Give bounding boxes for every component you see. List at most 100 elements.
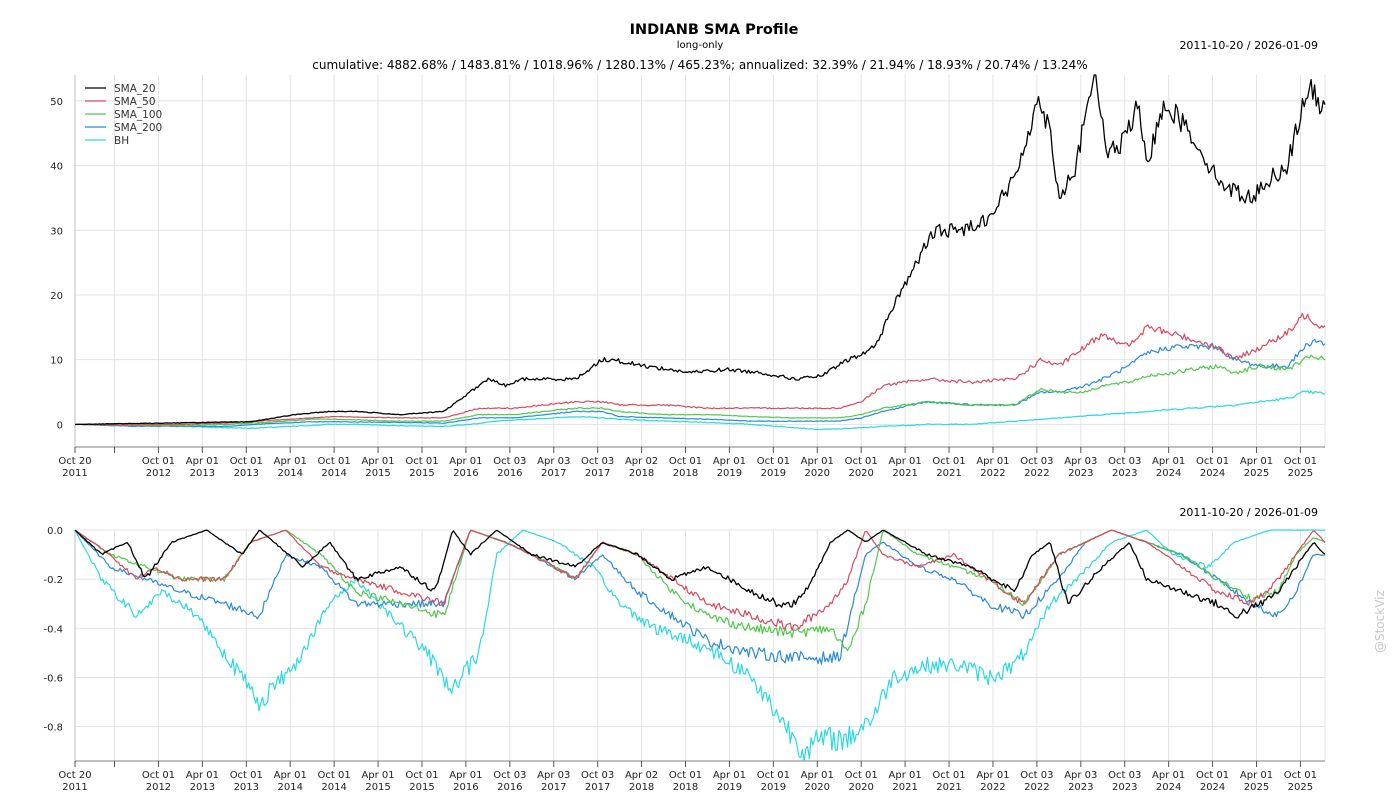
cumulative-ytick-label: 30 <box>50 226 63 237</box>
watermark: @StockViz <box>1373 590 1387 653</box>
drawdown-xtick-label: Apr 01 <box>274 770 307 781</box>
cumulative-xtick-year: 2012 <box>146 468 171 479</box>
cumulative-xtick-label: Oct 01 <box>845 456 878 467</box>
cumulative-xtick-label: Apr 01 <box>1240 456 1273 467</box>
cumulative-xtick-year: 2023 <box>1068 468 1093 479</box>
drawdown-xtick-year: 2016 <box>497 782 522 793</box>
drawdown-xtick-label: Oct 01 <box>669 770 702 781</box>
drawdown-xtick-year: 2024 <box>1156 782 1181 793</box>
drawdown-xtick-label: Oct 01 <box>230 770 263 781</box>
cumulative-xtick-year: 2014 <box>321 468 346 479</box>
drawdown-xtick-label: Apr 01 <box>361 770 394 781</box>
cumulative-xtick-year: 2016 <box>453 468 478 479</box>
drawdown-xtick-label: Oct 03 <box>1020 770 1053 781</box>
drawdown-xtick-year: 2021 <box>936 782 961 793</box>
drawdown-xtick-year: 2015 <box>409 782 434 793</box>
drawdown-xtick-year: 2024 <box>1200 782 1225 793</box>
cumulative-xtick-label: Oct 01 <box>1284 456 1317 467</box>
drawdown-xtick-year: 2019 <box>761 782 786 793</box>
cumulative-xtick-label: Oct 01 <box>318 456 351 467</box>
cumulative-xtick-year: 2024 <box>1200 468 1225 479</box>
drawdown-xtick-label: Oct 01 <box>142 770 175 781</box>
drawdown-xtick-year: 2023 <box>1068 782 1093 793</box>
cumulative-ytick-label: 40 <box>50 162 63 173</box>
cumulative-xtick-year: 2018 <box>673 468 698 479</box>
cumulative-xtick-label: Oct 01 <box>932 456 965 467</box>
cumulative-xtick-label: Apr 02 <box>625 456 658 467</box>
drawdown-xtick-label: Oct 01 <box>1284 770 1317 781</box>
drawdown-xtick-year: 2022 <box>1024 782 1049 793</box>
cumulative-xtick-year: 2013 <box>234 468 259 479</box>
cumulative-ytick-label: 0 <box>57 420 63 431</box>
drawdown-xtick-label: Oct 01 <box>845 770 878 781</box>
cumulative-xtick-label: Apr 03 <box>1064 456 1097 467</box>
cumulative-xtick-year: 2020 <box>805 468 830 479</box>
drawdown-series-bh <box>74 529 1326 762</box>
cumulative-series-sma-100 <box>74 354 1326 427</box>
cumulative-xtick-year: 2019 <box>761 468 786 479</box>
chart-title: INDIANB SMA Profile <box>630 22 799 38</box>
drawdown-xtick-year: 2011 <box>62 782 87 793</box>
cumulative-xtick-label: Oct 01 <box>405 456 438 467</box>
cumulative-xtick-label: Apr 01 <box>976 456 1009 467</box>
cumulative-xtick-year: 2019 <box>717 468 742 479</box>
drawdown-series-sma-50 <box>74 529 1326 632</box>
cumulative-xtick-year: 2014 <box>277 468 302 479</box>
cumulative-xtick-label: Oct 01 <box>230 456 263 467</box>
drawdown-xtick-label: Oct 01 <box>405 770 438 781</box>
cumulative-xtick-label: Apr 01 <box>186 456 219 467</box>
drawdown-xtick-year: 2013 <box>190 782 215 793</box>
cumulative-xtick-year: 2017 <box>541 468 566 479</box>
cumulative-ytick-label: 10 <box>50 356 63 367</box>
drawdown-xtick-label: Apr 03 <box>1064 770 1097 781</box>
cumulative-xtick-year: 2022 <box>980 468 1005 479</box>
cumulative-xtick-label: Oct 03 <box>581 456 614 467</box>
drawdown-xtick-year: 2016 <box>453 782 478 793</box>
drawdown-xtick-year: 2020 <box>805 782 830 793</box>
cumulative-xtick-year: 2021 <box>892 468 917 479</box>
cumulative-ytick-label: 20 <box>50 291 63 302</box>
cumulative-xtick-year: 2023 <box>1112 468 1137 479</box>
drawdown-xtick-label: Apr 01 <box>713 770 746 781</box>
drawdown-xtick-year: 2018 <box>673 782 698 793</box>
cumulative-series-bh <box>74 390 1326 431</box>
cumulative-xtick-year: 2015 <box>409 468 434 479</box>
drawdown-xtick-year: 2017 <box>585 782 610 793</box>
cumulative-xtick-label: Apr 01 <box>801 456 834 467</box>
drawdown-xtick-year: 2022 <box>980 782 1005 793</box>
drawdown-ytick-label: -0.4 <box>43 624 63 635</box>
cumulative-xtick-year: 2020 <box>848 468 873 479</box>
drawdown-xtick-label: Oct 01 <box>318 770 351 781</box>
cumulative-xtick-year: 2017 <box>585 468 610 479</box>
cumulative-xtick-year: 2013 <box>190 468 215 479</box>
drawdown-xtick-year: 2019 <box>717 782 742 793</box>
legend-label-bh: BH <box>114 135 129 147</box>
drawdown-ytick-label: -0.2 <box>43 575 63 586</box>
cumulative-xtick-year: 2025 <box>1288 468 1313 479</box>
cumulative-ytick-label: 50 <box>50 97 63 108</box>
cumulative-xtick-year: 2025 <box>1244 468 1269 479</box>
cumulative-xtick-label: Oct 01 <box>669 456 702 467</box>
drawdown-xtick-year: 2021 <box>892 782 917 793</box>
drawdown-xtick-year: 2017 <box>541 782 566 793</box>
drawdown-xtick-year: 2018 <box>629 782 654 793</box>
cumulative-xtick-label: Apr 01 <box>449 456 482 467</box>
drawdown-xtick-year: 2015 <box>365 782 390 793</box>
cumulative-xtick-year: 2016 <box>497 468 522 479</box>
stats-line: cumulative: 4882.68% / 1483.81% / 1018.9… <box>312 58 1087 72</box>
cumulative-xtick-label: Oct 03 <box>1108 456 1141 467</box>
cumulative-xtick-label: Oct 01 <box>1196 456 1229 467</box>
cumulative-xtick-year: 2022 <box>1024 468 1049 479</box>
legend-label-sma-20: SMA_20 <box>114 83 156 95</box>
date-range-top: 2011-10-20 / 2026-01-09 <box>1179 39 1318 52</box>
drawdown-xtick-label: Apr 02 <box>625 770 658 781</box>
legend-label-sma-100: SMA_100 <box>114 109 162 121</box>
cumulative-xtick-label: Apr 01 <box>1152 456 1185 467</box>
cumulative-xtick-year: 2021 <box>936 468 961 479</box>
legend-label-sma-200: SMA_200 <box>114 122 162 134</box>
drawdown-xtick-label: Apr 01 <box>801 770 834 781</box>
drawdown-xtick-year: 2023 <box>1112 782 1137 793</box>
